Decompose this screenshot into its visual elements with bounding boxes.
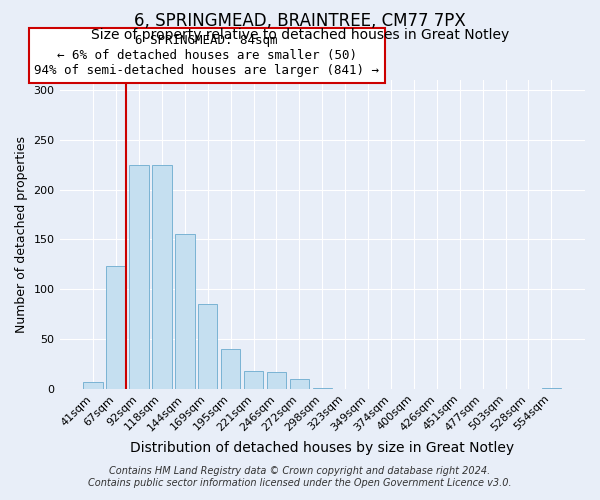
Bar xyxy=(198,304,217,389)
Bar xyxy=(152,164,172,389)
Bar xyxy=(106,266,126,389)
Y-axis label: Number of detached properties: Number of detached properties xyxy=(15,136,28,333)
Bar xyxy=(267,372,286,389)
Bar xyxy=(542,388,561,389)
Bar xyxy=(83,382,103,389)
Bar xyxy=(290,379,309,389)
Text: Contains HM Land Registry data © Crown copyright and database right 2024.
Contai: Contains HM Land Registry data © Crown c… xyxy=(88,466,512,487)
Text: Size of property relative to detached houses in Great Notley: Size of property relative to detached ho… xyxy=(91,28,509,42)
Bar xyxy=(129,164,149,389)
Text: 6 SPRINGMEAD: 84sqm
← 6% of detached houses are smaller (50)
94% of semi-detache: 6 SPRINGMEAD: 84sqm ← 6% of detached hou… xyxy=(34,34,379,77)
Bar xyxy=(175,234,194,389)
Bar xyxy=(244,371,263,389)
Bar xyxy=(221,349,241,389)
X-axis label: Distribution of detached houses by size in Great Notley: Distribution of detached houses by size … xyxy=(130,441,514,455)
Bar xyxy=(313,388,332,389)
Text: 6, SPRINGMEAD, BRAINTREE, CM77 7PX: 6, SPRINGMEAD, BRAINTREE, CM77 7PX xyxy=(134,12,466,30)
